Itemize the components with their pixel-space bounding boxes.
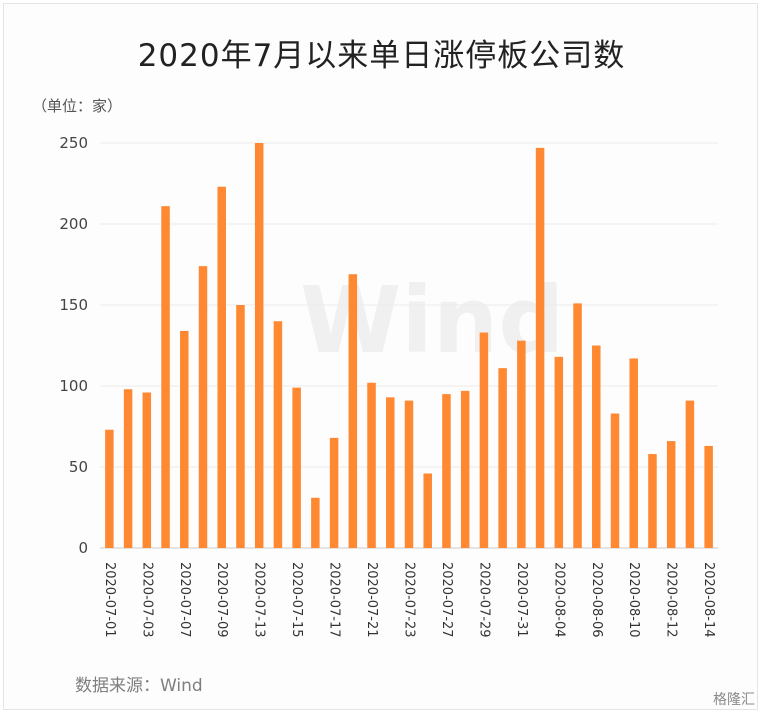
- x-tick-label: 2020-07-17: [327, 562, 342, 638]
- bar: [704, 445, 713, 548]
- x-tick-label: 2020-07-23: [402, 562, 417, 638]
- x-tick-label: 2020-07-27: [439, 562, 454, 638]
- bar: [573, 303, 582, 548]
- bar: [123, 389, 133, 548]
- source-note: 数据来源：Wind: [75, 676, 203, 696]
- y-tick-label: 0: [78, 539, 88, 557]
- bar: [348, 274, 358, 548]
- x-tick-label: 2020-08-14: [701, 562, 716, 638]
- bar: [198, 266, 208, 548]
- x-tick-label: 2020-07-31: [514, 562, 529, 638]
- bar: [105, 429, 114, 548]
- y-tick-label: 50: [69, 458, 88, 476]
- bar: [535, 147, 545, 549]
- bar: [367, 382, 376, 548]
- chart-frame: [3, 3, 758, 710]
- bar: [329, 437, 339, 548]
- bar: [666, 441, 676, 548]
- x-tick-label: 2020-07-01: [102, 562, 117, 638]
- y-axis: 0 50 100 150 200 250: [59, 134, 88, 557]
- bar: [479, 332, 489, 548]
- x-tick-label: 2020-08-12: [664, 562, 679, 638]
- bar: [517, 340, 526, 548]
- x-tick-label: 2020-07-03: [139, 562, 154, 638]
- bar: [311, 497, 320, 548]
- bar: [404, 400, 414, 548]
- y-tick-label: 250: [59, 134, 88, 152]
- bar: [386, 397, 395, 548]
- y-tick-label: 100: [59, 377, 88, 395]
- bar: [592, 345, 601, 548]
- bar: [610, 413, 620, 548]
- bars: [105, 143, 713, 549]
- bar: [236, 305, 245, 548]
- x-tick-label: 2020-08-06: [589, 562, 604, 638]
- bar: [648, 454, 657, 548]
- bar: [685, 400, 695, 548]
- x-tick-label: 2020-08-10: [626, 562, 641, 638]
- bar: [292, 387, 301, 548]
- x-tick-label: 2020-07-21: [364, 562, 379, 638]
- x-tick-label: 2020-07-29: [476, 562, 491, 638]
- x-tick-label: 2020-07-13: [252, 562, 267, 638]
- x-axis: 2020-07-01 2020-07-03 2020-07-07 2020-07-09…: [102, 562, 716, 638]
- bar: [142, 392, 152, 548]
- x-tick-label: 2020-07-09: [214, 562, 229, 638]
- x-tick-label: 2020-08-04: [551, 562, 566, 638]
- unit-label: （单位：家）: [32, 97, 123, 115]
- bar: [460, 390, 470, 548]
- bar: [554, 356, 564, 548]
- y-tick-label: 200: [59, 215, 88, 233]
- bar: [180, 330, 189, 548]
- bar: [423, 473, 432, 548]
- x-tick-label: 2020-07-07: [177, 562, 192, 638]
- bar: [629, 358, 638, 548]
- bar: [254, 143, 264, 548]
- y-tick-label: 150: [59, 296, 88, 314]
- bar: [442, 394, 451, 548]
- bar: [161, 206, 170, 548]
- x-tick-label: 2020-07-15: [289, 562, 304, 638]
- bar: [273, 321, 283, 548]
- chart-title: 2020年7月以来单日涨停板公司数: [137, 38, 626, 74]
- logo-text: 格隆汇: [713, 692, 755, 708]
- bar: [217, 186, 226, 549]
- bar: [498, 368, 507, 548]
